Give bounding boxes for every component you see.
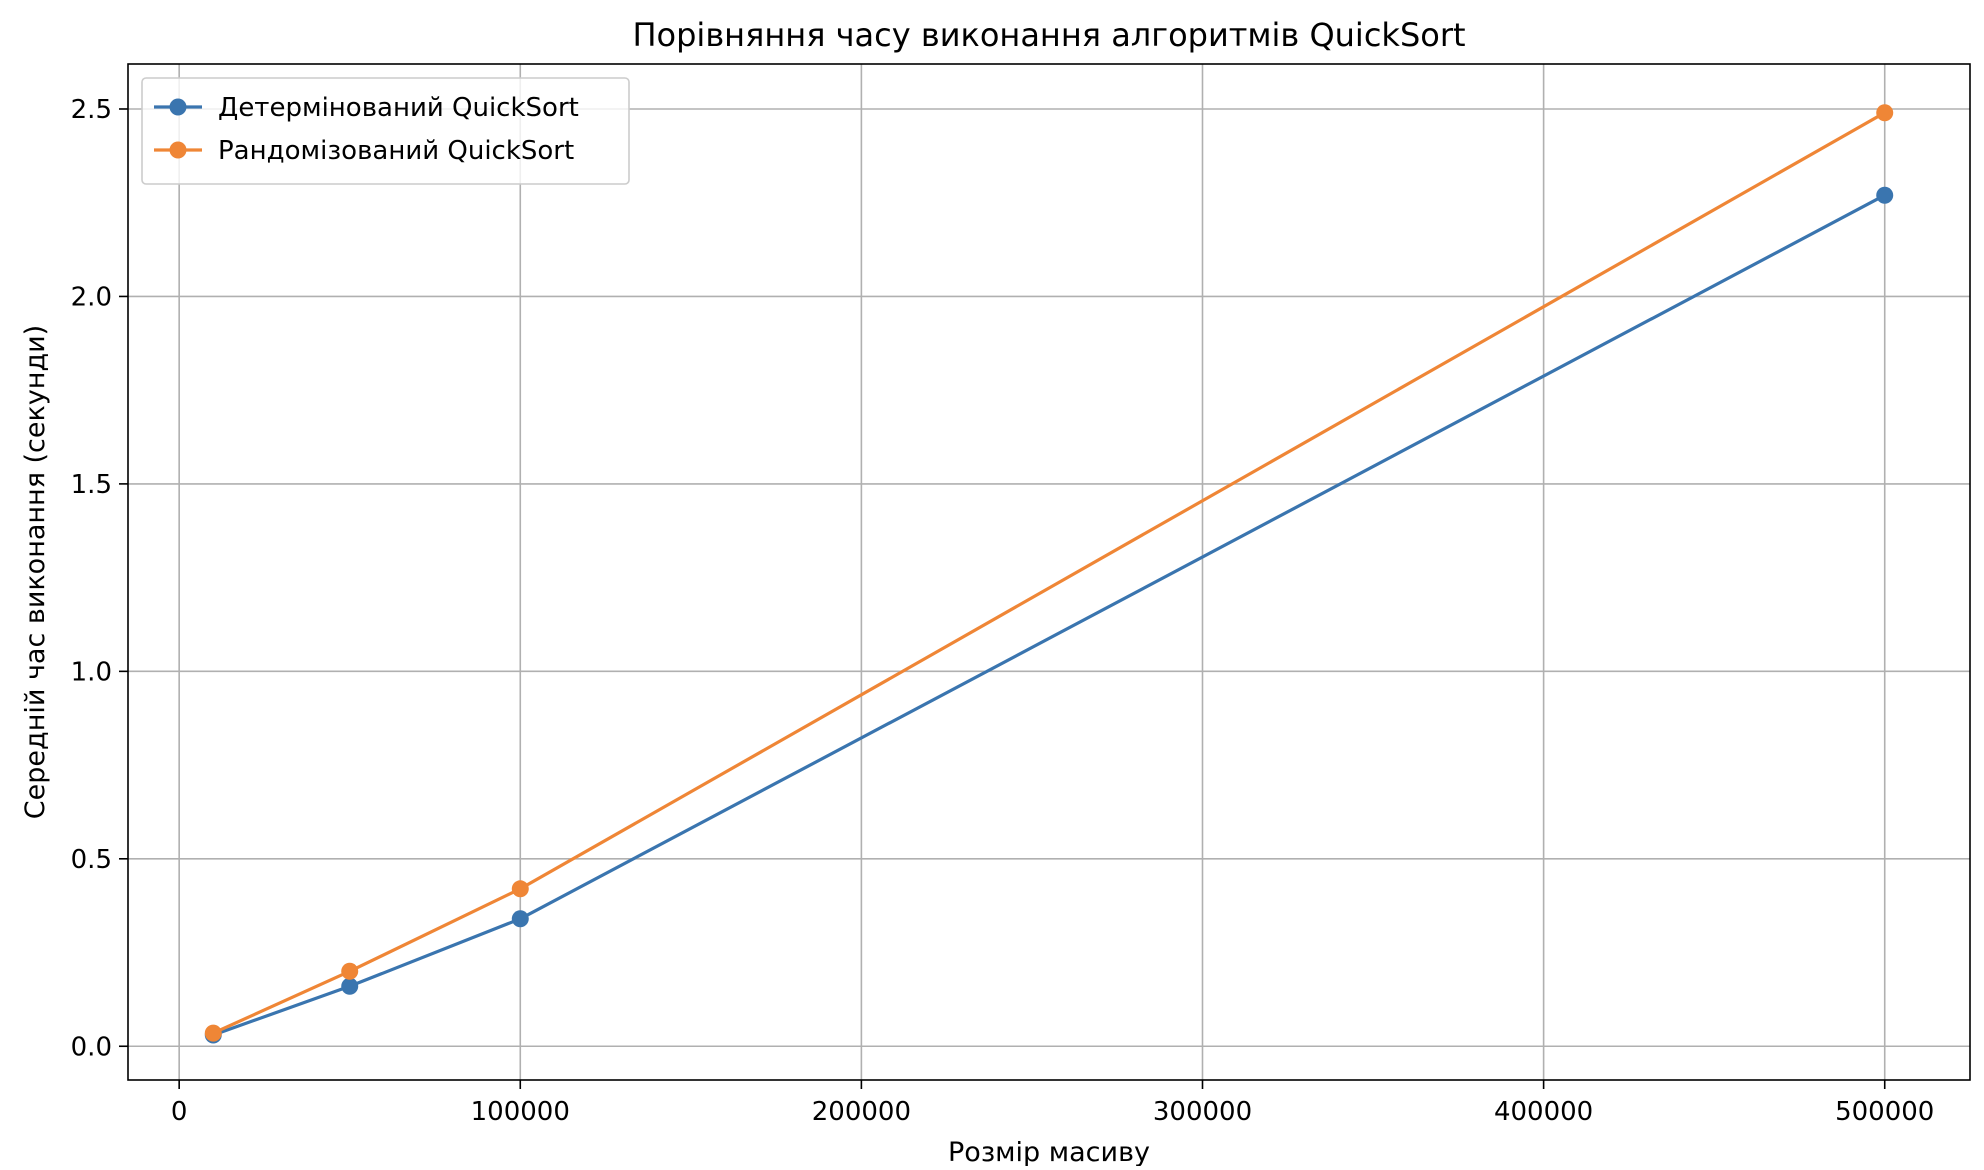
series-line — [212, 193, 1886, 1037]
x-axis-title: Розмір масиву — [948, 1137, 1150, 1166]
x-tick-label: 500000 — [1835, 1097, 1934, 1127]
data-point — [1876, 104, 1894, 122]
x-tick-label: 200000 — [812, 1097, 911, 1127]
series-line — [212, 111, 1886, 1035]
legend-label: Рандомізований QuickSort — [218, 136, 574, 166]
y-tick-label: 2.0 — [71, 282, 112, 312]
y-axis-title: Середній час виконання (секунди) — [20, 325, 51, 819]
x-tick-label: 0 — [171, 1097, 188, 1127]
series-2 — [204, 104, 1894, 1042]
x-tick-label: 100000 — [471, 1097, 570, 1127]
x-tick-label: 300000 — [1153, 1097, 1252, 1127]
legend-item: Рандомізований QuickSort — [154, 136, 574, 166]
legend: Детермінований QuickSort Рандомізований Q… — [141, 77, 630, 185]
y-tick-label: 0.0 — [71, 1032, 112, 1062]
y-tick-label: 0.5 — [71, 845, 112, 875]
plot-frame — [127, 63, 1971, 1081]
chart-title: Порівняння часу виконання алгоритмів Qui… — [632, 16, 1465, 54]
y-tick-label: 1.0 — [71, 657, 112, 687]
legend-marker — [169, 98, 187, 116]
data-point — [511, 880, 529, 898]
data-point — [1876, 186, 1894, 204]
legend-item: Детермінований QuickSort — [154, 93, 579, 123]
data-point — [341, 962, 359, 980]
data-point — [511, 910, 529, 928]
legend-label: Детермінований QuickSort — [218, 93, 579, 123]
data-point — [204, 1024, 222, 1042]
ticks: 0 100000 200000 300000 400000 500000 0.0 0.5 1.0… — [71, 95, 1935, 1127]
legend-box — [141, 77, 630, 185]
data-point — [341, 977, 359, 995]
y-tick-label: 1.5 — [71, 470, 112, 500]
series-layer — [204, 104, 1894, 1044]
y-tick-label: 2.5 — [71, 95, 112, 125]
legend-marker — [169, 141, 187, 159]
grid — [128, 64, 1970, 1080]
x-tick-label: 400000 — [1494, 1097, 1593, 1127]
